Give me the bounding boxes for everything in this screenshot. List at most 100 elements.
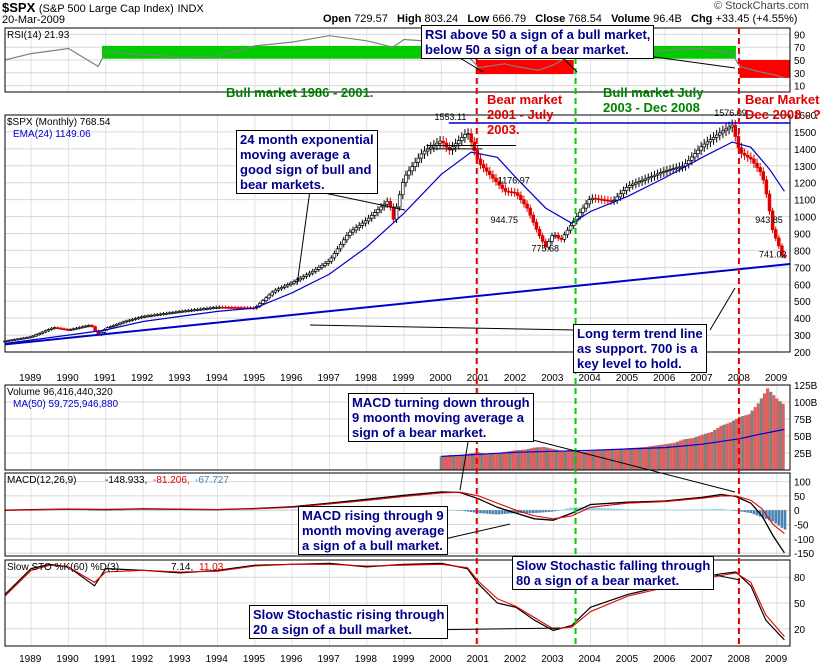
macd-histogram-bar — [674, 509, 678, 511]
price-candle — [152, 314, 156, 317]
volume-bar — [483, 453, 487, 470]
macd-histogram-bar — [730, 510, 734, 511]
price-candle — [34, 334, 38, 337]
macd-histogram-bar — [224, 510, 227, 511]
year-tick-label: 1998 — [355, 654, 378, 665]
price-candle — [562, 234, 567, 240]
macd-histogram-bar — [485, 510, 488, 514]
price-candle — [568, 225, 573, 231]
price-candle — [578, 211, 582, 217]
macd-histogram-bar — [65, 509, 69, 511]
price-candle — [360, 222, 365, 226]
macd-up-annotation: MACD rising through 9 month moving avera… — [298, 506, 449, 555]
year-tick-label: 1992 — [131, 654, 154, 665]
macd-histogram-bar — [53, 509, 57, 511]
volume-bar — [458, 455, 462, 470]
macd-panel-frame — [4, 472, 791, 557]
macd-histogram-bar — [463, 510, 467, 512]
volume-bar — [461, 455, 465, 470]
macd-histogram-bar — [500, 510, 504, 515]
macd-histogram-bar — [72, 509, 75, 511]
volume-legend: Volume 96,416,440,320 — [7, 387, 113, 398]
macd-histogram-bar — [239, 510, 243, 511]
year-tick-label: 2008 — [728, 654, 751, 665]
price-candle — [643, 178, 647, 181]
price-candle — [155, 314, 160, 316]
volume-bar — [477, 452, 481, 470]
macd-histogram-bar — [261, 509, 265, 511]
volume-bar — [651, 445, 655, 470]
macd-histogram-bar — [168, 510, 172, 511]
macd-histogram-bar — [230, 510, 234, 511]
macd-histogram-bar — [162, 510, 165, 511]
macd-histogram-bar — [525, 510, 529, 514]
macd-histogram-bar — [177, 510, 181, 511]
macd-histogram-bar — [528, 510, 532, 514]
rsi-panel-frame — [4, 27, 791, 93]
price-candle — [783, 254, 787, 257]
volume-bar — [672, 442, 676, 470]
price-candle — [718, 132, 722, 136]
price-candle — [108, 326, 113, 328]
price-candle — [655, 173, 660, 176]
macd-signal-line — [4, 491, 785, 534]
price-candle — [593, 197, 598, 200]
volume-bar — [706, 432, 711, 470]
price-candle — [363, 220, 368, 224]
price-candle — [329, 257, 334, 262]
price-candle — [186, 310, 191, 312]
annotation-pointer — [309, 324, 576, 331]
volume-bar — [766, 388, 770, 470]
price-candle — [292, 281, 296, 284]
price-candle — [581, 207, 585, 213]
volume-bar — [595, 450, 599, 470]
ema-line — [4, 141, 785, 345]
volume-bar — [725, 423, 729, 470]
price-candle — [171, 312, 175, 314]
macd-histogram-bar — [553, 510, 557, 512]
macd-histogram-bar — [482, 510, 485, 514]
volume-bar — [498, 452, 502, 470]
price-candle — [127, 319, 132, 322]
price-candle — [320, 264, 324, 268]
macd-histogram-bar — [597, 507, 600, 511]
year-tick-label: 2000 — [429, 373, 452, 384]
volume-bar — [682, 439, 686, 470]
volume-bar — [629, 448, 633, 470]
macd-histogram-bar — [165, 510, 168, 511]
macd-histogram-bar — [128, 510, 131, 511]
price-candle — [494, 177, 498, 182]
macd-ytick-label: -100 — [794, 535, 814, 546]
price-candle — [612, 199, 616, 202]
price-candle — [43, 330, 48, 333]
price-value-label: 1576.09 — [714, 108, 747, 118]
price-candle — [341, 239, 346, 245]
macd-legend: MACD(12,26,9) — [7, 475, 76, 486]
volume-bar — [523, 449, 527, 470]
price-candle — [777, 237, 781, 247]
price-candle — [419, 153, 424, 159]
price-candle — [497, 181, 501, 186]
price-candle — [348, 231, 352, 236]
volume-bar — [467, 453, 471, 470]
price-candle — [326, 261, 330, 264]
price-candle — [637, 181, 641, 184]
volume-bar — [685, 438, 689, 470]
macd-histogram-bar — [134, 510, 137, 511]
sto-ytick-label: 50 — [794, 599, 806, 610]
price-candle — [310, 270, 315, 274]
price-candle — [167, 312, 172, 315]
volume-bar — [452, 455, 456, 470]
price-candle — [531, 214, 536, 223]
price-legend: $SPX (Monthly) 768.54 — [7, 117, 111, 128]
price-candle — [609, 200, 613, 202]
price-value-label: 944.75 — [490, 215, 518, 225]
price-candle — [724, 128, 728, 132]
price-candle — [702, 143, 706, 148]
price-candle — [596, 198, 601, 201]
price-candle — [21, 337, 26, 340]
price-candle — [12, 339, 17, 341]
macd-histogram-bar — [286, 509, 290, 511]
macd-histogram-bar — [659, 509, 663, 511]
macd-histogram-bar — [591, 507, 594, 511]
